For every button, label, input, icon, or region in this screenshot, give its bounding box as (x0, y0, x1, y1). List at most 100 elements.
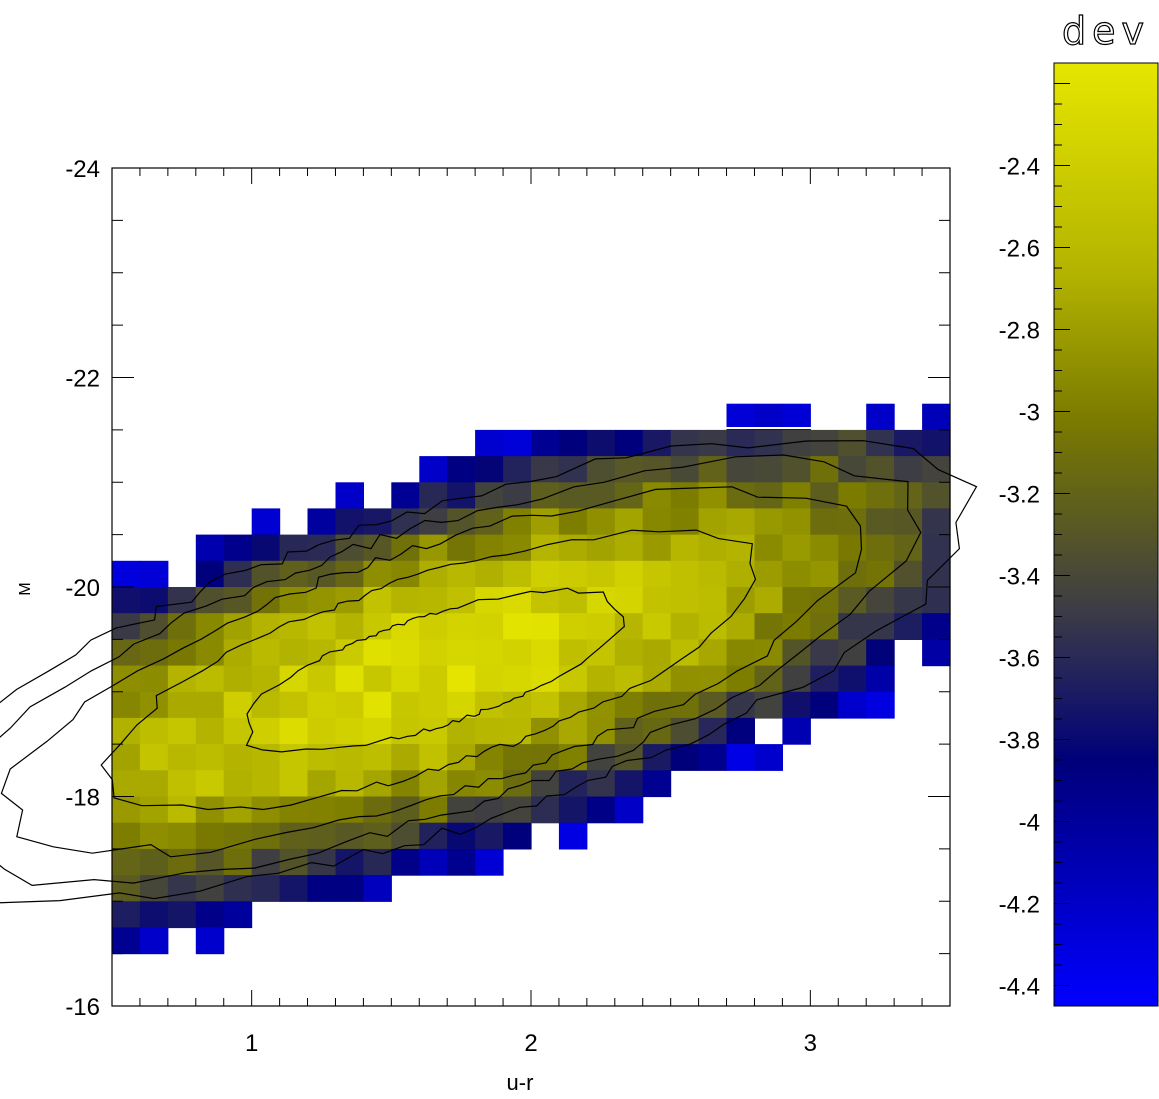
y-tick-label: -22 (65, 366, 100, 393)
heatmap-cell (503, 665, 532, 693)
heatmap-cell (335, 613, 364, 640)
heatmap-cell (139, 848, 169, 876)
heatmap-cell (195, 691, 225, 719)
heatmap-cell (922, 613, 951, 640)
contour-line (0, 486, 863, 858)
heatmap-cell (223, 665, 253, 693)
heatmap-cell (922, 403, 951, 431)
heatmap-cell (447, 534, 476, 562)
heatmap-cell (670, 429, 700, 457)
heatmap-cell (307, 875, 336, 902)
heatmap-cell (307, 587, 336, 614)
heatmap-cell (810, 508, 839, 536)
heatmap-cell (726, 456, 755, 483)
heatmap-cell (475, 639, 504, 667)
heatmap-cell (223, 613, 253, 640)
heatmap-cell (503, 534, 532, 562)
heatmap-cell (112, 717, 141, 745)
contour-line (245, 587, 625, 753)
heatmap-cell (279, 587, 309, 614)
heatmap-cell (586, 534, 616, 562)
x-tick-label: 3 (804, 1030, 817, 1057)
heatmap-cell (335, 665, 364, 693)
heatmap-cell (335, 770, 364, 798)
heatmap-cell (223, 796, 253, 824)
heatmap-cell (614, 717, 644, 745)
heatmap-cell (586, 796, 616, 824)
heatmap-cell (112, 901, 141, 929)
heatmap-cell (614, 665, 644, 693)
heatmap-cell (419, 691, 448, 719)
heatmap-cell (419, 560, 448, 588)
heatmap-cell (531, 717, 560, 745)
colorbar (1053, 62, 1159, 1007)
colorbar-tick-label: -3.2 (999, 482, 1040, 509)
heatmap-cell (698, 560, 728, 588)
heatmap-cell (475, 770, 504, 798)
colorbar-tick-label: -4.4 (999, 974, 1040, 1001)
heatmap-cell (363, 613, 392, 640)
heatmap-cell (782, 717, 811, 745)
heatmap-cell (419, 848, 448, 876)
heatmap-cell (279, 639, 309, 667)
heatmap-cell (586, 639, 616, 667)
heatmap-cell (698, 587, 728, 614)
heatmap-cell (866, 665, 895, 693)
heatmap-cell (726, 717, 755, 745)
heatmap-cell (447, 560, 476, 588)
heatmap-cell (112, 875, 141, 902)
colorbar-tick-label: -2.6 (999, 236, 1040, 263)
y-tick-label: -16 (65, 994, 100, 1021)
heatmap-cell (251, 613, 281, 640)
contour-line (0, 440, 978, 904)
heatmap-cell (558, 429, 588, 457)
heatmap-cell (866, 482, 895, 510)
heatmap-cell (838, 665, 867, 693)
heatmap-cell (475, 848, 504, 876)
heatmap-cell (586, 665, 616, 693)
heatmap-cell (614, 770, 644, 798)
heatmap-cell (139, 717, 169, 745)
heatmap-cell (726, 587, 755, 614)
heatmap-cell (335, 796, 364, 824)
heatmap-cell (279, 534, 309, 562)
heatmap-cell (251, 534, 281, 562)
heatmap-cell (419, 482, 448, 510)
heatmap-cell (251, 587, 281, 614)
colorbar-tick-label: -3 (1019, 400, 1040, 427)
heatmap-cell (279, 613, 309, 640)
heatmap-cell (251, 665, 281, 693)
heatmap-cell (782, 456, 811, 483)
heatmap-cell (838, 587, 867, 614)
heatmap-cell (642, 482, 672, 510)
heatmap-cell (503, 560, 532, 588)
heatmap-cell (251, 717, 281, 745)
heatmap-cell (419, 639, 448, 667)
heatmap-cell (419, 717, 448, 745)
heatmap-cell (614, 482, 644, 510)
heatmap-cell (167, 613, 197, 640)
heatmap-cell (670, 639, 700, 667)
heatmap-cell (363, 770, 392, 798)
heatmap-cell (419, 587, 448, 614)
heatmap-cell (447, 717, 476, 745)
heatmap-cell (195, 770, 225, 798)
heatmap-cell (363, 848, 392, 876)
heatmap-cell (531, 639, 560, 667)
heatmap-cell (838, 429, 867, 457)
heatmap-cell (112, 691, 141, 719)
heatmap-cell (614, 534, 644, 562)
heatmap-cell (726, 613, 755, 640)
heatmap-cell (363, 717, 392, 745)
heatmap-cell (531, 691, 560, 719)
heatmap-cell (642, 560, 672, 588)
heatmap-cell (447, 822, 476, 850)
heatmap-cell (167, 665, 197, 693)
heatmap-cell (391, 665, 420, 693)
heatmap-cell (139, 796, 169, 824)
heatmap-cell (531, 796, 560, 824)
heatmap-cell (447, 639, 476, 667)
heatmap-cell (782, 482, 811, 510)
heatmap-cell (503, 639, 532, 667)
heatmap-cell (139, 587, 169, 614)
